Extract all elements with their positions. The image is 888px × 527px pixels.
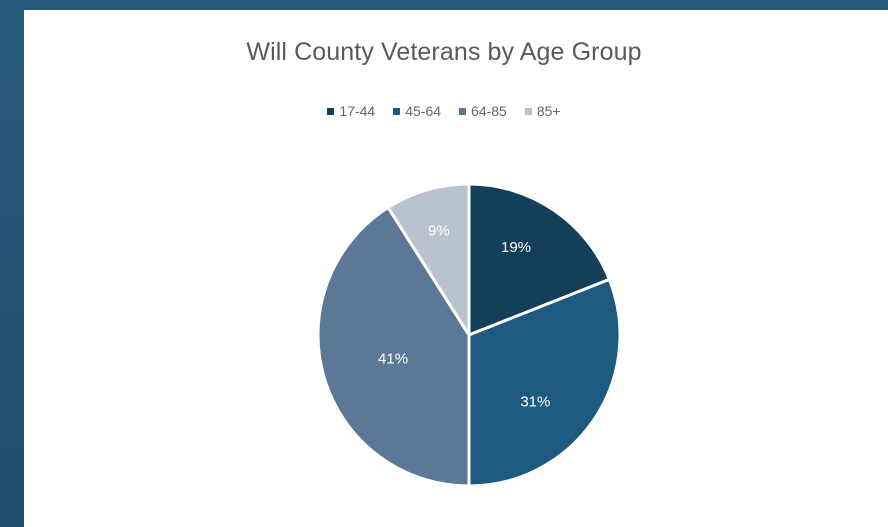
- legend: 17-44 45-64 64-85 85+: [0, 102, 888, 120]
- pie-label-45-64: 31%: [520, 393, 550, 410]
- pie-label-17-44: 19%: [501, 239, 531, 256]
- pie-chart: 19% 31% 41% 9%: [316, 182, 622, 488]
- pie-slice-45-64: [467, 277, 622, 488]
- pie-label-85-plus: 9%: [428, 222, 450, 239]
- legend-swatch-17-44: [327, 107, 335, 115]
- pie-slice-85-plus: [386, 182, 471, 341]
- pie-slice-17-44: [467, 182, 612, 338]
- legend-item-45-64: 45-64: [393, 102, 441, 120]
- legend-item-64-85: 64-85: [459, 102, 507, 120]
- chart-panel: Will County Veterans by Age Group 17-44 …: [24, 10, 888, 527]
- legend-swatch-85-plus: [524, 107, 532, 115]
- legend-swatch-64-85: [459, 107, 467, 115]
- legend-label-85-plus: 85+: [536, 103, 561, 119]
- legend-label-17-44: 17-44: [339, 103, 376, 119]
- pie-chart-container: 19% 31% 41% 9%: [314, 180, 624, 490]
- legend-item-85-plus: 85+: [524, 102, 561, 120]
- pie-label-64-85: 41%: [378, 350, 408, 367]
- legend-swatch-45-64: [393, 107, 401, 115]
- legend-item-17-44: 17-44: [327, 102, 375, 120]
- legend-label-45-64: 45-64: [405, 103, 442, 119]
- legend-label-64-85: 64-85: [471, 103, 507, 119]
- chart-title: Will County Veterans by Age Group: [246, 38, 642, 66]
